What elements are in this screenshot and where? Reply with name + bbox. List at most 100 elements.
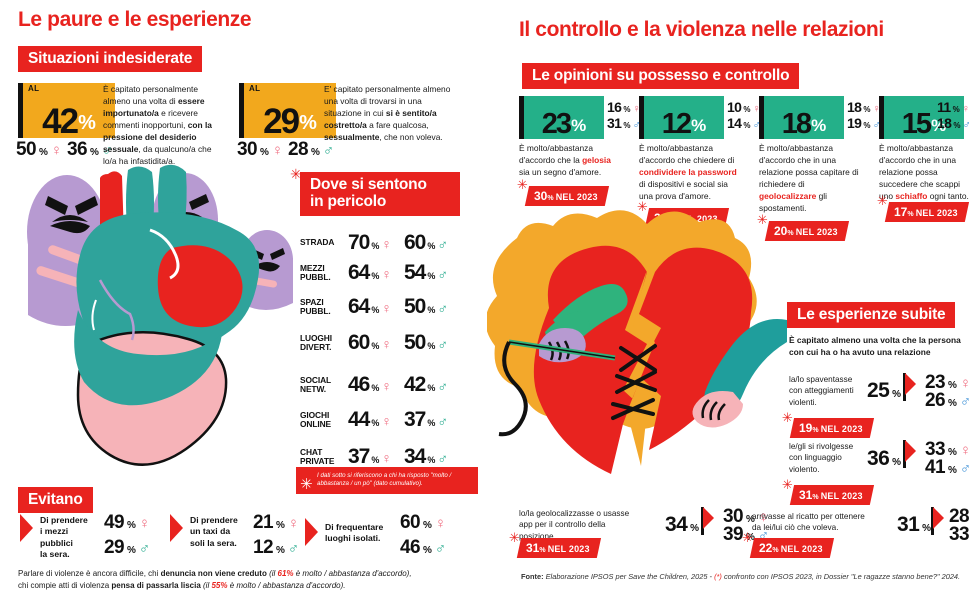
banner-dove-si-sentono-in-pericolo: Dove si sentono in pericolo	[300, 172, 460, 216]
male-value: 26	[925, 390, 946, 411]
desc-part-1: È molto/abbastanza d'accordo che in una …	[759, 143, 859, 189]
asterisk-icon: ✳	[517, 177, 528, 192]
banner-situazioni-indesiderate: Situazioni indesiderate	[18, 46, 203, 73]
male-symbol-icon: ♂	[138, 540, 151, 557]
male-symbol-icon: ♂	[757, 527, 770, 544]
desc-part-2: gli spostamenti.	[759, 190, 827, 213]
percent-sign: %	[427, 455, 436, 465]
label-line-3: violenti.	[789, 397, 817, 407]
female-symbol-icon: ♀	[50, 142, 63, 159]
desc-part-1: È molto/abbastanza d'accordo che chieder…	[639, 143, 735, 165]
footer-part-5: (il	[200, 581, 212, 590]
esperienza-1-total: 25 %	[867, 379, 901, 403]
male-symbol-icon: ♂	[962, 119, 970, 131]
percent-sign: %	[922, 523, 932, 534]
stat-al-label: AL	[249, 84, 261, 93]
badge-year: NEL 2023	[915, 207, 958, 218]
female-stat: 37 % ♀	[348, 445, 404, 469]
desc-bold-1: si è sentito/a costretto/a	[324, 107, 437, 130]
opinion-card-3-gender: 18 % ♀ 19 % ♂	[847, 99, 881, 131]
stat-percent-sign: %	[78, 112, 96, 134]
banner-line-2: in pericolo	[310, 193, 387, 211]
female-symbol-icon: ♀	[271, 142, 284, 159]
male-value: 34	[404, 445, 426, 468]
male-symbol-icon: ♂	[101, 142, 114, 159]
footnote-text: I dati sotto si riferiscono a chi ha ris…	[317, 472, 452, 488]
left-footer-note: Parlare di violenze è ancora difficile, …	[18, 568, 478, 592]
stat-value: 12	[661, 108, 692, 141]
esperienza-2-male: 41 % ♂	[925, 457, 970, 479]
stat-box: 12 %	[644, 96, 724, 139]
desc-part-2: ogni tanto.	[927, 190, 969, 201]
female-symbol-icon: ♀	[381, 336, 392, 352]
label-line-1: arrivasse al ricatto per ottenere	[752, 512, 865, 521]
source-asterisk: (*)	[714, 572, 722, 581]
female-stat: 64 % ♀	[348, 261, 404, 285]
female-symbol-icon: ♀	[757, 509, 770, 526]
male-value: 42	[404, 373, 426, 396]
opinion-card-1-value: 23 %	[519, 96, 604, 139]
percent-sign: %	[126, 545, 136, 556]
female-stat: 70 % ♀	[348, 231, 404, 255]
female-value: 30	[723, 506, 744, 527]
male-symbol-icon: ♂	[632, 119, 641, 131]
label-line-2: con atteggiamenti	[789, 386, 854, 396]
esperienza-3-label: lo/la geolocalizzasse o usasse app per i…	[519, 508, 659, 542]
table-row-spazi-pubbl: SPAZI PUBBL. 64 % ♀ 50 % ♂	[300, 295, 460, 319]
stat-card-29-female: 30 % ♀	[237, 139, 283, 161]
esperienza-3-badge-2023: 31 % NEL 2023	[516, 538, 601, 558]
female-value: 28	[949, 506, 970, 527]
percent-sign: %	[623, 121, 631, 130]
table-row-chat-private: CHAT PRIVATE 37 % ♀ 34 % ♂	[300, 445, 460, 469]
stat-card-29-male: 28 % ♂	[288, 139, 334, 161]
percent-sign: %	[947, 447, 957, 458]
label-line-2: i mezzi pubblici	[40, 526, 73, 548]
percent-sign: %	[863, 105, 871, 114]
stat-value: 18	[781, 108, 812, 141]
male-symbol-icon: ♂	[752, 119, 761, 131]
stat-card-42: AL 42 %	[18, 83, 115, 139]
male-symbol-icon: ♂	[437, 413, 448, 429]
male-symbol-icon: ♂	[437, 450, 448, 466]
female-stat: 11 % ♀	[937, 99, 970, 115]
male-symbol-icon: ♂	[437, 266, 448, 282]
percent-sign: %	[422, 545, 432, 556]
male-symbol-icon: ♂	[872, 119, 881, 131]
percent-sign: %	[371, 271, 380, 281]
stat-box: 15 %	[884, 96, 964, 139]
total-value: 31	[897, 513, 920, 536]
stat-card-42-male: 36 % ♂	[67, 139, 113, 161]
label-line-2: un taxi da	[190, 526, 231, 537]
stat-bar	[519, 96, 524, 139]
male-stat: 18 % ♂	[937, 115, 970, 131]
female-value: 60	[400, 512, 421, 533]
esperienza-3-female: 30 % ♀	[723, 506, 769, 528]
label-line-1: le/gli si rivolgesse	[789, 442, 854, 451]
male-value: 31	[607, 115, 622, 131]
table-row-strada: STRADA 70 % ♀ 60 % ♂	[300, 231, 460, 255]
badge-year: NEL 2023	[780, 543, 823, 554]
stat-percent-sign: %	[811, 116, 827, 136]
place-label: SOCIAL NETW.	[300, 375, 348, 394]
percent-sign: %	[952, 105, 960, 114]
label-line-1: Di prendere	[190, 515, 238, 525]
label-line-2: PUBBL.	[300, 272, 331, 282]
male-value: 50	[404, 295, 426, 318]
evitano-item-2-female: 21 % ♀	[253, 512, 299, 534]
desc-part-2: a fare qualcosa,	[366, 119, 429, 130]
stat-bar	[18, 83, 23, 138]
label-line-3: posizione.	[519, 531, 556, 541]
desc-part-1: È molto/abbastanza d'accordo che la	[519, 143, 594, 165]
evitano-item-3-male: 46 % ♂	[400, 537, 446, 559]
footer-bold-2: pensa di passarla liscia	[111, 581, 201, 590]
table-row-giochi-online: GIOCHI ONLINE 44 % ♀ 37 % ♂	[300, 408, 460, 432]
female-value: 10	[727, 99, 742, 115]
male-symbol-icon: ♂	[959, 460, 970, 477]
right-panel: Il controllo e la violenza nelle relazio…	[487, 0, 970, 600]
female-value: 46	[348, 373, 370, 396]
opinion-card-4-badge-2023: 17 % NEL 2023	[884, 202, 969, 222]
desc-bold-1: essere importunato/a	[103, 95, 205, 118]
percent-sign: %	[371, 305, 380, 315]
stat-card-29-description: E' capitato personalmente almeno una vol…	[324, 84, 454, 144]
esperienza-4-label: arrivasse al ricatto per ottenere da lei…	[752, 511, 897, 534]
